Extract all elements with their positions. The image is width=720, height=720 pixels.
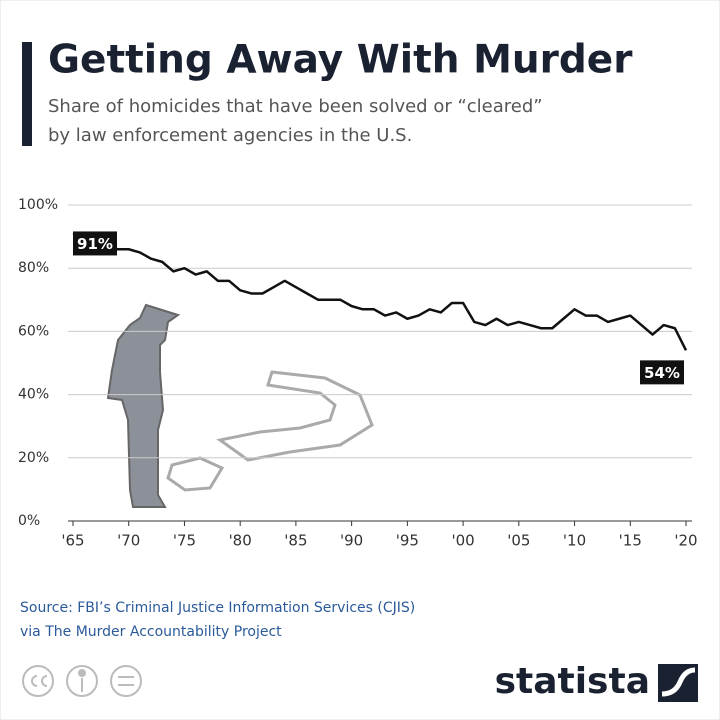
- x-tick-label: '15: [619, 532, 642, 550]
- x-tick-label: '20: [674, 532, 697, 550]
- subtitle: by law enforcement agencies in the U.S.: [48, 125, 412, 146]
- y-tick-label: 80%: [18, 260, 49, 276]
- subtitle: Share of homicides that have been solved…: [48, 96, 543, 117]
- line: [72, 232, 688, 351]
- y-tick-label: 100%: [18, 197, 58, 213]
- illustration: [106, 303, 374, 508]
- y-tick-label: 60%: [18, 323, 49, 339]
- x-tick-label: '90: [340, 532, 363, 550]
- x-tick-label: '65: [61, 532, 84, 550]
- x-tick-label: '00: [451, 532, 474, 550]
- x-tick-label: '75: [173, 532, 196, 550]
- x-tick-label: '80: [229, 532, 252, 550]
- x-tick-label: '05: [507, 532, 530, 550]
- value-label-box: [73, 231, 117, 256]
- chart-title: Getting Away With Murder: [48, 38, 633, 83]
- x-tick-label: '85: [284, 532, 307, 550]
- y-tick-label: 40%: [18, 387, 49, 403]
- x-tick-label: '70: [117, 532, 140, 550]
- source: via The Murder Accountability Project: [20, 624, 282, 640]
- brand: statista: [495, 661, 650, 702]
- brand-icon: [658, 664, 698, 702]
- y-tick-label: 0%: [18, 513, 40, 529]
- source: Source: FBI’s Criminal Justice Informati…: [20, 600, 415, 616]
- value-label-box: [640, 360, 684, 385]
- x-tick-label: '10: [563, 532, 586, 550]
- x-tick-label: '95: [396, 532, 419, 550]
- value-label: 54%: [644, 364, 680, 382]
- title-bar: [22, 42, 32, 146]
- y-tick-label: 20%: [18, 450, 49, 466]
- value-label: 91%: [77, 235, 113, 253]
- license-icons: [22, 665, 142, 697]
